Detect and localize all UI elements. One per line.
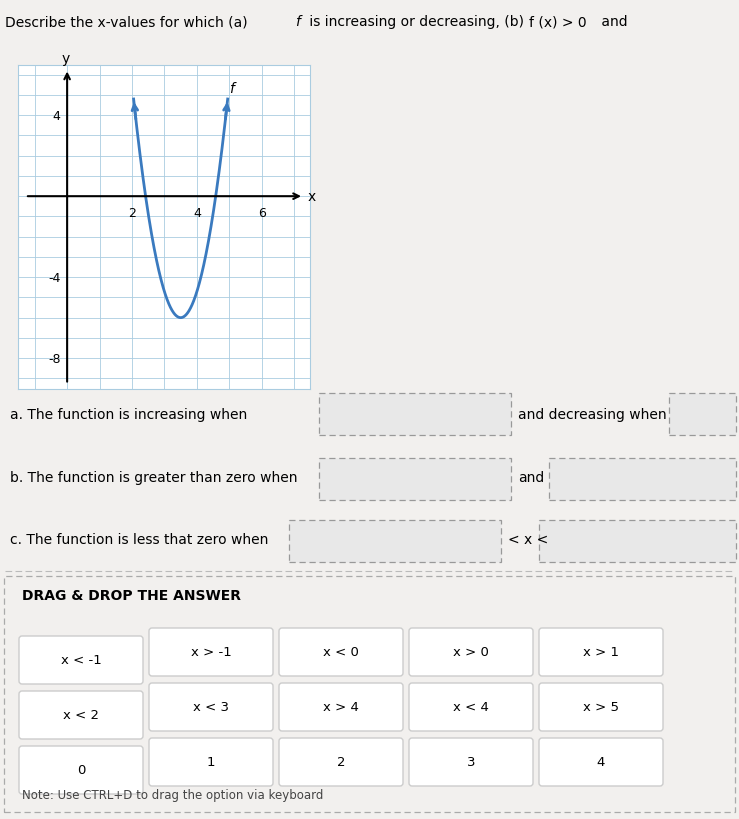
Text: y: y	[61, 52, 69, 66]
Text: DRAG & DROP THE ANSWER: DRAG & DROP THE ANSWER	[22, 588, 241, 602]
Text: x > 4: x > 4	[323, 700, 359, 713]
Text: is increasing or decreasing, (b): is increasing or decreasing, (b)	[305, 15, 528, 29]
FancyBboxPatch shape	[409, 683, 533, 731]
Text: b. The function is greater than zero when: b. The function is greater than zero whe…	[10, 470, 298, 484]
FancyBboxPatch shape	[319, 393, 511, 436]
Text: x > 0: x > 0	[453, 645, 489, 658]
Text: 1: 1	[207, 756, 215, 768]
Text: 6: 6	[258, 207, 265, 220]
FancyBboxPatch shape	[539, 520, 736, 563]
Text: and: and	[518, 470, 544, 484]
FancyBboxPatch shape	[19, 691, 143, 739]
Text: and decreasing when: and decreasing when	[518, 408, 667, 422]
Text: x < -1: x < -1	[61, 654, 101, 667]
Text: 2: 2	[128, 207, 136, 220]
FancyBboxPatch shape	[19, 636, 143, 684]
FancyBboxPatch shape	[149, 738, 273, 786]
FancyBboxPatch shape	[409, 738, 533, 786]
Text: -4: -4	[48, 271, 61, 284]
Text: x < 4: x < 4	[453, 700, 489, 713]
FancyBboxPatch shape	[539, 683, 663, 731]
FancyBboxPatch shape	[279, 683, 403, 731]
Text: < x <: < x <	[508, 532, 548, 546]
Text: 4: 4	[193, 207, 201, 220]
FancyBboxPatch shape	[409, 628, 533, 676]
FancyBboxPatch shape	[279, 738, 403, 786]
Text: x: x	[307, 190, 316, 204]
Text: Describe the x-values for which (a): Describe the x-values for which (a)	[5, 15, 252, 29]
Text: 0: 0	[77, 763, 85, 776]
FancyBboxPatch shape	[319, 459, 511, 500]
Text: c. The function is less that zero when: c. The function is less that zero when	[10, 532, 268, 546]
FancyBboxPatch shape	[669, 393, 736, 436]
FancyBboxPatch shape	[149, 683, 273, 731]
Text: f: f	[295, 15, 300, 29]
FancyBboxPatch shape	[539, 738, 663, 786]
Text: x > 5: x > 5	[583, 700, 619, 713]
Text: Note: Use CTRL+D to drag the option via keyboard: Note: Use CTRL+D to drag the option via …	[22, 788, 324, 801]
Text: -8: -8	[48, 352, 61, 365]
Text: x < 3: x < 3	[193, 700, 229, 713]
Text: 3: 3	[467, 756, 475, 768]
Text: x > 1: x > 1	[583, 645, 619, 658]
Text: x < 0: x < 0	[323, 645, 359, 658]
Text: f (x) > 0: f (x) > 0	[529, 15, 587, 29]
FancyBboxPatch shape	[4, 577, 735, 812]
Text: 4: 4	[52, 110, 61, 123]
Text: 2: 2	[337, 756, 345, 768]
FancyBboxPatch shape	[149, 628, 273, 676]
Text: 4: 4	[597, 756, 605, 768]
Text: f: f	[229, 82, 234, 96]
FancyBboxPatch shape	[289, 520, 501, 563]
FancyBboxPatch shape	[19, 746, 143, 794]
Text: a. The function is increasing when: a. The function is increasing when	[10, 408, 248, 422]
FancyBboxPatch shape	[279, 628, 403, 676]
Text: and: and	[597, 15, 627, 29]
FancyBboxPatch shape	[549, 459, 736, 500]
Text: x < 2: x < 2	[63, 708, 99, 722]
FancyBboxPatch shape	[539, 628, 663, 676]
Text: x > -1: x > -1	[191, 645, 231, 658]
